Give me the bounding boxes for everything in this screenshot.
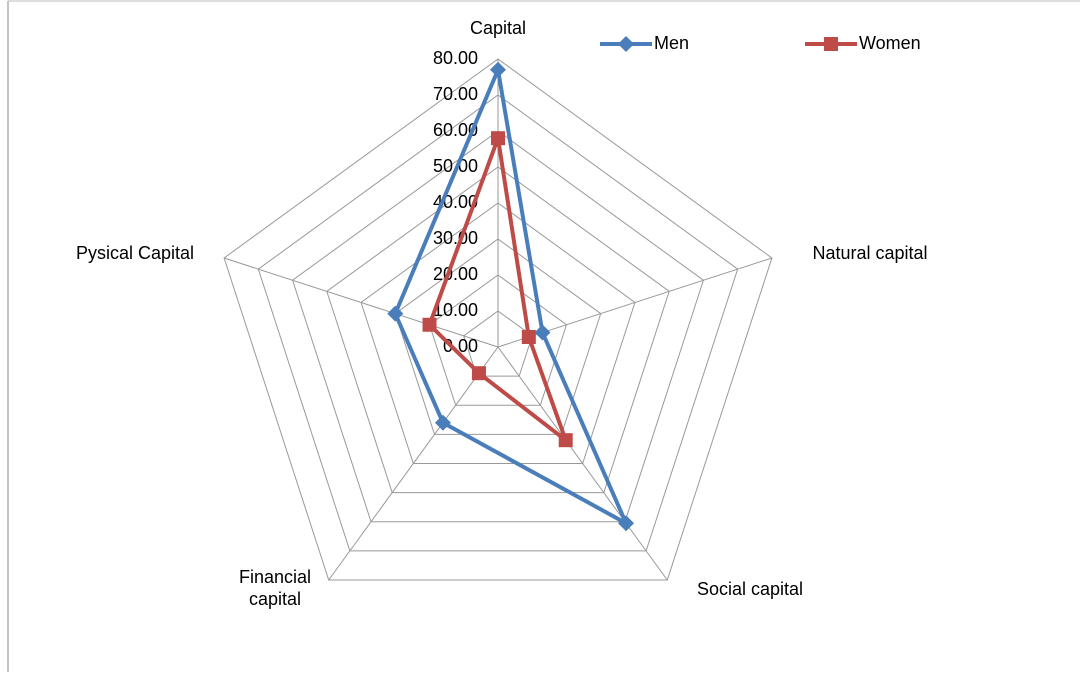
category-label: Capital — [469, 18, 527, 38]
grid-line — [257, 94, 739, 552]
series-line — [393, 67, 629, 526]
y-tick-label: 80.00 — [433, 48, 478, 68]
grid-line — [428, 274, 568, 406]
spoke — [223, 257, 499, 348]
spoke — [328, 346, 499, 581]
legend-label: Women — [859, 33, 921, 53]
marker — [491, 131, 505, 146]
marker — [618, 515, 635, 532]
spoke — [497, 346, 668, 581]
marker — [387, 305, 404, 322]
grid-line — [360, 202, 636, 464]
category-label: Natural capital — [812, 243, 928, 263]
legend-marker — [618, 36, 634, 52]
grid-line — [223, 58, 773, 581]
y-tick-label: 10.00 — [433, 300, 478, 320]
marker — [434, 414, 451, 431]
y-tick-label: 70.00 — [433, 84, 478, 104]
y-tick-label: 20.00 — [433, 264, 478, 284]
category-label: Social capital — [696, 579, 804, 599]
category-label: Financial capital — [238, 567, 312, 609]
marker — [471, 366, 486, 381]
marker — [422, 317, 437, 332]
grid-line — [291, 130, 705, 523]
series-line — [427, 136, 568, 443]
marker — [534, 324, 551, 341]
y-tick-label: 60.00 — [433, 120, 478, 140]
legend-label: Men — [654, 33, 689, 53]
marker — [558, 433, 573, 448]
legend-marker — [824, 37, 838, 51]
y-tick-label: 30.00 — [433, 228, 478, 248]
y-tick-label: 0.00 — [443, 336, 478, 356]
category-label: Pysical Capital — [75, 243, 195, 263]
marker — [490, 61, 506, 78]
marker — [521, 329, 536, 344]
grid-line — [326, 166, 670, 494]
grid-line — [394, 238, 602, 435]
